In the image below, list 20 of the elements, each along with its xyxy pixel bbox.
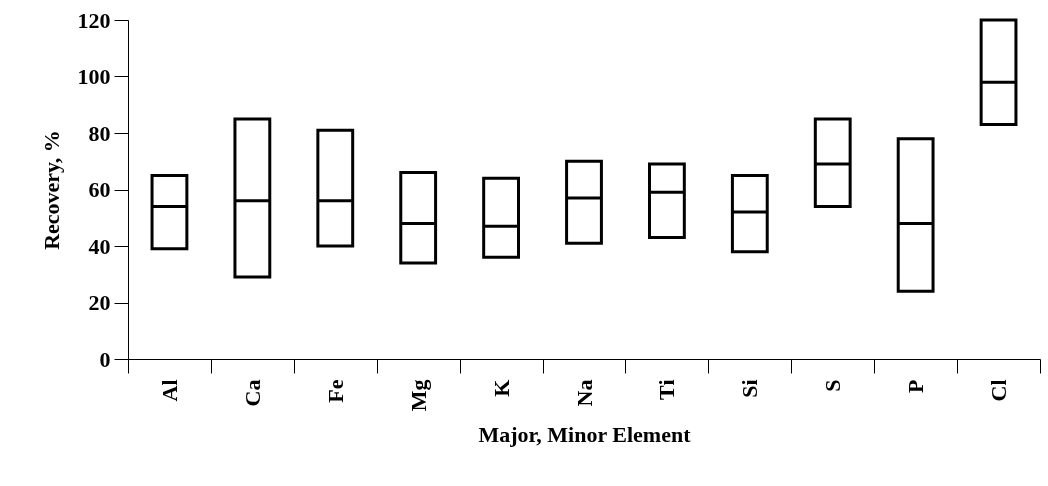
x-tick-label: Cl (986, 379, 1012, 402)
x-tick-label: Fe (322, 379, 348, 403)
x-tick-label: K (488, 379, 514, 397)
x-tick-label: Ti (654, 379, 680, 400)
x-tick-label: Si (737, 379, 763, 398)
x-tick-label: S (820, 379, 846, 392)
y-tick-label: 120 (77, 7, 111, 33)
x-tick-label: Ca (239, 379, 265, 407)
x-tick-label: Al (156, 379, 182, 402)
x-tick-label: Mg (405, 379, 431, 412)
y-tick-label: 0 (99, 346, 111, 372)
y-tick-label: 40 (88, 233, 111, 259)
y-tick-label: 20 (88, 290, 111, 315)
y-axis-title: Recovery, % (38, 130, 64, 250)
x-tick-label: P (903, 379, 929, 393)
x-axis-title: Major, Minor Element (478, 422, 692, 448)
y-tick-label: 100 (77, 64, 111, 89)
y-tick-label: 80 (88, 120, 111, 146)
y-tick-label: 60 (88, 177, 111, 202)
x-tick-label: Na (571, 379, 597, 407)
